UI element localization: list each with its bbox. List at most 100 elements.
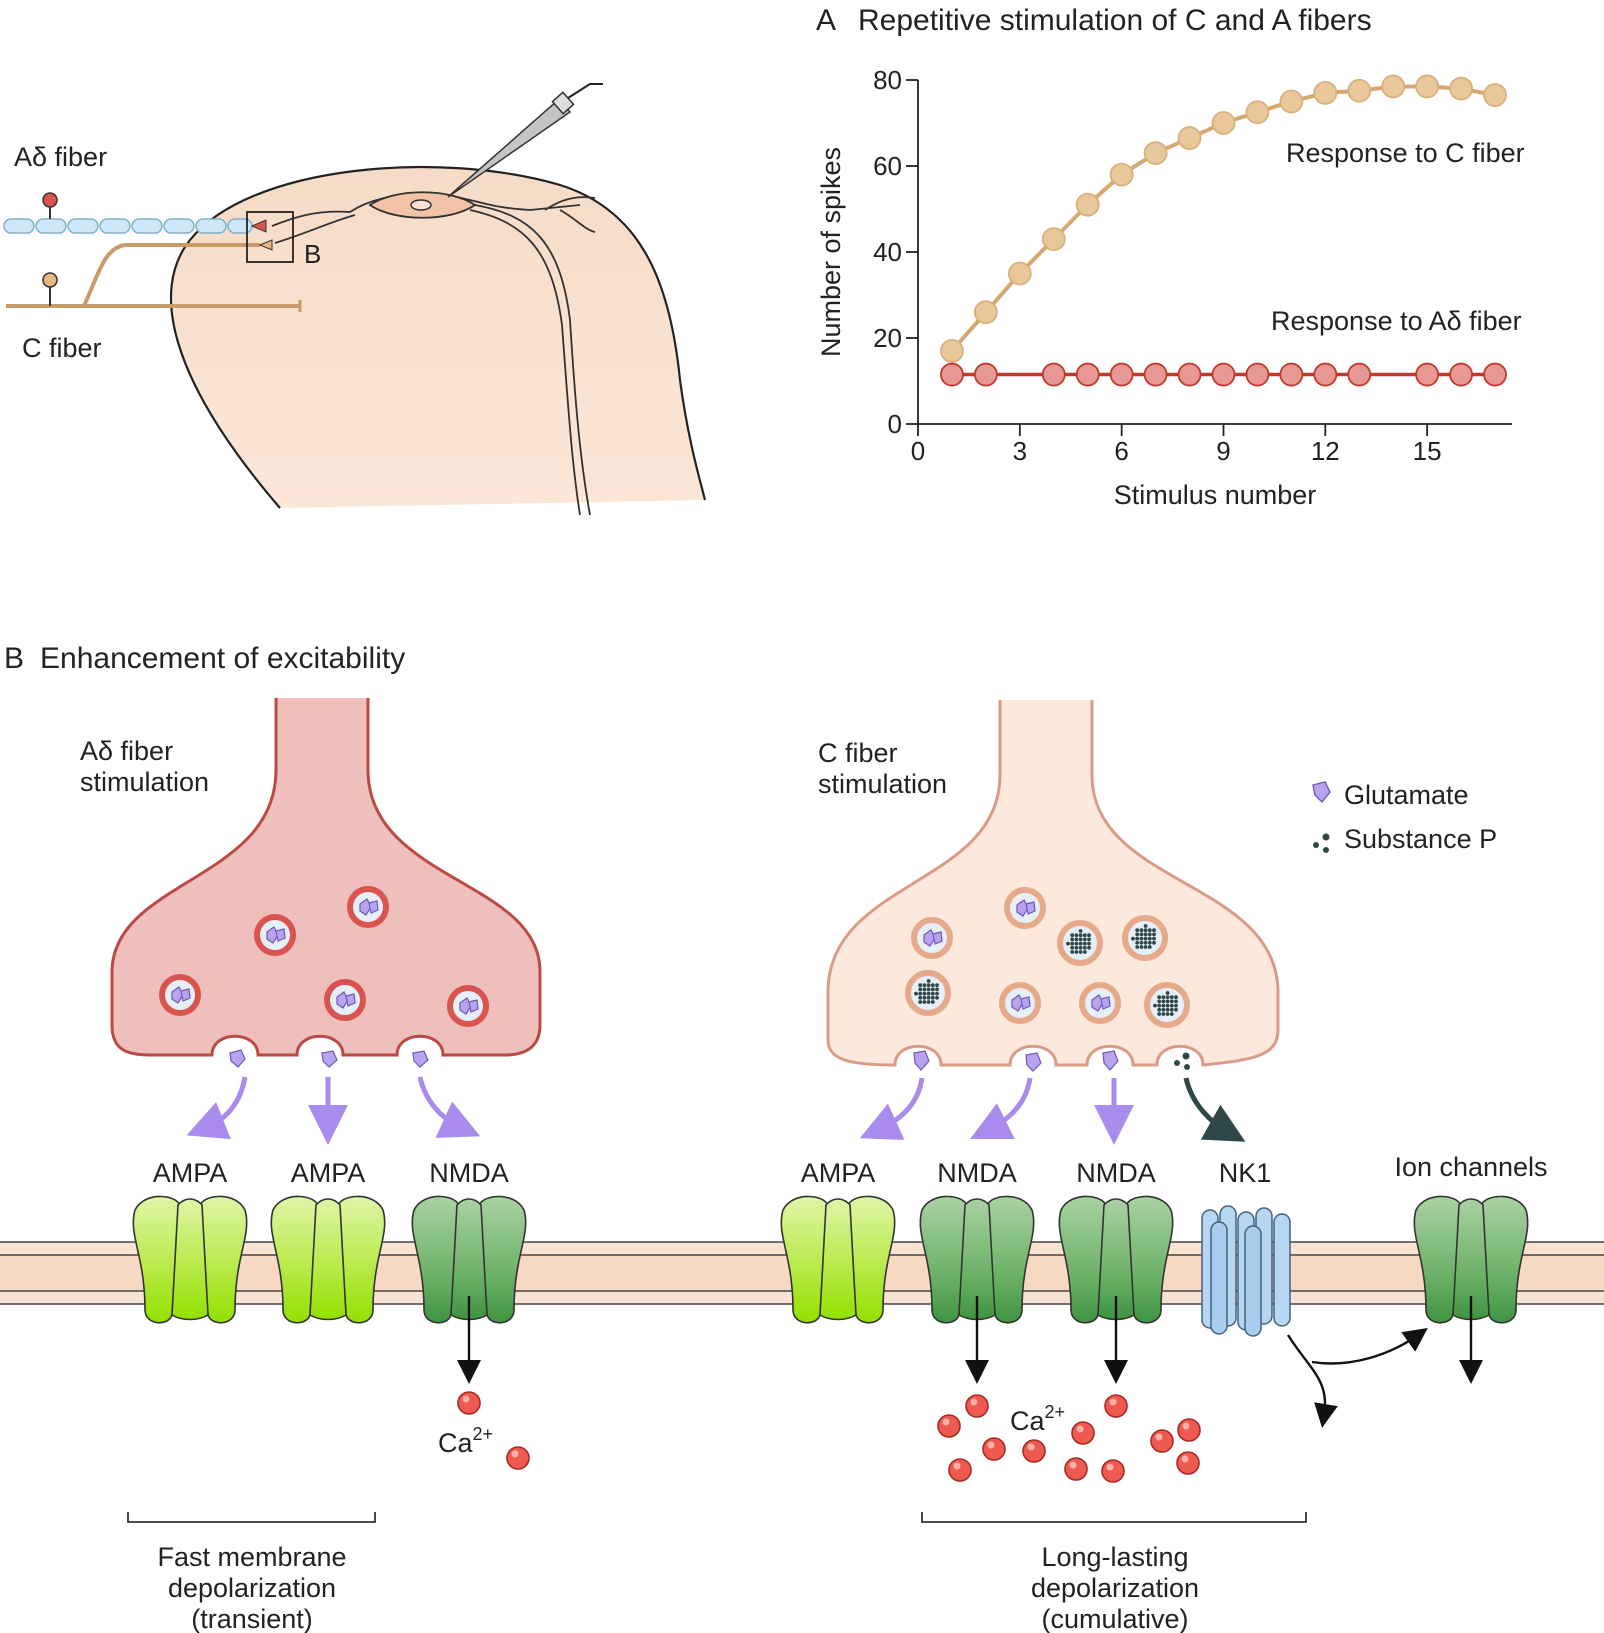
calcium-ion (1104, 1394, 1128, 1418)
data-point-0 (973, 300, 998, 325)
calcium-ion (982, 1437, 1006, 1461)
glutamate-icon (1312, 781, 1331, 804)
calcium-ion (965, 1394, 989, 1418)
glutamate-vesicle (324, 979, 366, 1021)
calcium-ions (457, 1391, 1201, 1483)
substance-p-vesicle (1057, 920, 1103, 966)
c-fiber-label: C fiber (22, 333, 102, 363)
legend: Glutamate Substance P (1312, 780, 1497, 854)
ca-label-left: Ca2+ (438, 1424, 493, 1458)
ion-channels-label: Ion channels (1394, 1152, 1547, 1182)
x-tick-label: 15 (1413, 436, 1442, 466)
c-fiber-axon (6, 239, 302, 312)
legend-glutamate: Glutamate (1344, 780, 1469, 810)
c-cell-body (42, 272, 58, 288)
calcium-ion (1101, 1459, 1125, 1483)
adelta-terminal (110, 698, 542, 1057)
adelta-fiber-axon (3, 192, 267, 234)
receptor-label-nmda-3: NMDA (1076, 1158, 1156, 1188)
ca-label-right: Ca2+ (1010, 1402, 1065, 1436)
data-point-1 (1415, 362, 1440, 387)
released-transmitter (229, 1049, 1190, 1072)
bracket-right (921, 1512, 1307, 1523)
panel-b-letter: B (4, 642, 24, 675)
y-tick-label: 60 (873, 151, 902, 181)
dorsal-horn-outline (169, 165, 707, 509)
substance-p-vesicle (905, 970, 951, 1016)
panel-a-title: Repetitive stimulation of C and A fibers (858, 4, 1372, 37)
series-label-adelta: Response to Aδ fiber (1271, 306, 1522, 336)
data-point-1 (1483, 362, 1507, 387)
substance-p-vesicle (1144, 982, 1190, 1028)
receptor-label-ampa-1: AMPA (153, 1158, 228, 1188)
data-point-0 (1007, 261, 1032, 286)
legend-substance-p: Substance P (1344, 824, 1497, 854)
nmda-receptor-3 (1058, 1195, 1174, 1324)
recording-electrode (447, 83, 603, 198)
b-inset-label: B (304, 239, 321, 269)
x-axis-label: Stimulus number (1114, 480, 1317, 510)
data-point-0 (1313, 81, 1338, 105)
glutamate-vesicle (999, 982, 1041, 1024)
bracket-right-line1: Long-lasting (1041, 1542, 1188, 1572)
data-point-1 (1109, 362, 1134, 387)
data-point-0 (1415, 74, 1440, 99)
glutamate-vesicle (254, 914, 296, 956)
calcium-ion (1064, 1457, 1088, 1481)
transmitter-arrows (186, 1076, 1246, 1145)
y-tick-label: 0 (888, 409, 902, 439)
calcium-ion (1176, 1451, 1200, 1475)
data-point-1 (1279, 362, 1304, 387)
ca-left-sup: 2+ (473, 1424, 494, 1444)
y-tick-label: 40 (873, 237, 902, 267)
c-stim-line1: C fiber (818, 738, 898, 768)
y-tick-label: 80 (873, 65, 902, 95)
x-tick-label: 9 (1216, 436, 1230, 466)
data-point-1 (1041, 362, 1066, 387)
calcium-ion (1022, 1439, 1046, 1463)
data-point-0 (1347, 78, 1372, 103)
data-point-0 (1211, 111, 1236, 135)
ampa-receptor-1 (132, 1195, 248, 1324)
dorsal-horn-neuron (271, 191, 596, 516)
x-tick-label: 12 (1311, 436, 1340, 466)
panel-a-letter: A (816, 4, 836, 37)
vesicles (159, 886, 1190, 1028)
data-point-1 (1075, 362, 1100, 387)
data-point-0 (1177, 126, 1202, 150)
y-axis-label: Number of spikes (816, 147, 846, 357)
bracket-left-line1: Fast membrane (157, 1542, 346, 1572)
data-point-1 (1245, 362, 1270, 387)
series-label-c: Response to C fiber (1286, 138, 1525, 168)
data-point-0 (1279, 89, 1304, 114)
x-tick-label: 6 (1114, 436, 1128, 466)
adelta-stim-line1: Aδ fiber (80, 736, 173, 766)
bracket-right-line3: (cumulative) (1041, 1604, 1188, 1633)
data-point-1 (973, 362, 998, 387)
data-point-1 (1143, 362, 1168, 387)
calcium-ion (937, 1414, 961, 1438)
data-point-1 (1177, 362, 1202, 387)
receptor-label-nmda-1: NMDA (429, 1158, 509, 1188)
ca-left-base: Ca (438, 1428, 473, 1458)
ampa-receptor-3 (780, 1195, 896, 1324)
glutamate-vesicle (1004, 887, 1046, 929)
ca-right-sup: 2+ (1045, 1402, 1066, 1422)
glutamate-vesicle (1079, 982, 1121, 1024)
data-point-1 (940, 362, 964, 387)
adelta-fiber-label: Aδ fiber (14, 142, 107, 172)
bracket-left-line2: depolarization (168, 1573, 336, 1603)
x-tick-label: 0 (911, 436, 925, 466)
calcium-ion (457, 1391, 481, 1415)
x-tick-label: 3 (1013, 436, 1027, 466)
data-point-1 (1313, 362, 1338, 387)
data-point-1 (1347, 362, 1372, 387)
ion-channel (1413, 1195, 1529, 1324)
calcium-ion (948, 1458, 972, 1482)
y-tick-label: 20 (873, 323, 902, 353)
data-point-0 (1075, 192, 1100, 217)
panel-b-title: Enhancement of excitability (40, 642, 405, 675)
data-point-0 (940, 338, 964, 363)
receptor-label-ampa-2: AMPA (291, 1158, 366, 1188)
spinal-cord-schematic: B Aδ fiber C fiber (3, 83, 707, 516)
